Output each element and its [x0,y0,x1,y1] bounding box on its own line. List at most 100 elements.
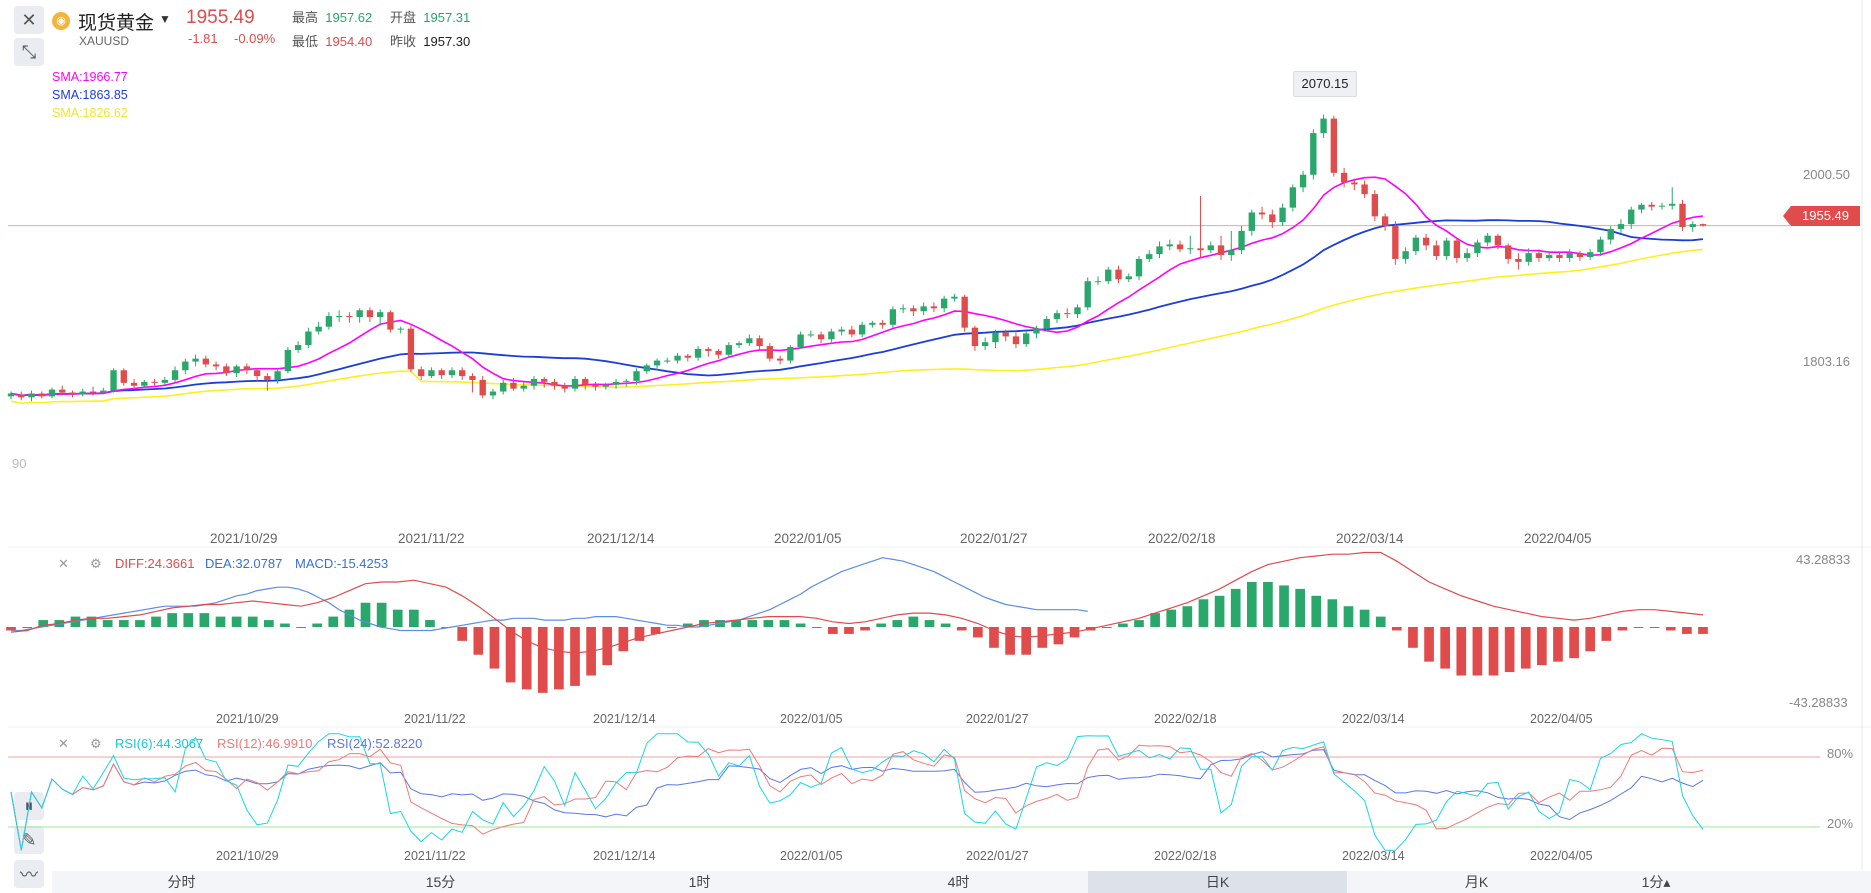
candle-body [1217,245,1225,256]
macd-bar [392,609,403,627]
chevron-down-icon[interactable]: ▼ [159,12,171,26]
candle-body [1228,250,1235,256]
tab-6[interactable]: 1分▴ [1641,874,1671,890]
rsi12-legend: RSI(12):46.9910 [217,736,313,751]
tab-0[interactable]: 分时 [167,874,196,890]
candle-body [1033,328,1040,334]
macd-bar [779,620,790,627]
candle-body [1381,216,1389,227]
candle-body [1361,184,1368,195]
collapse-icon[interactable]: ⤡ [14,38,44,66]
candle-body [428,370,435,377]
candle-body [612,381,620,385]
last-price: 1955.49 [186,7,255,28]
date-tick-label: 2022/03/14 [1336,531,1404,546]
candle-body [489,391,497,396]
macd-bar [151,616,161,627]
candle-body [858,324,866,335]
candle-body [1115,269,1122,280]
date-tick-label: 2021/12/14 [587,531,655,546]
macd-bar [38,620,49,627]
macd-bar [1166,609,1177,627]
open-value: 1957.31 [423,10,471,25]
candle-body [1628,209,1635,225]
candle-body [305,331,312,346]
macd-bar [682,623,693,627]
macd-bar [1118,623,1128,627]
candle-body [1269,214,1276,223]
candle-body [1310,133,1317,175]
macd-close-icon[interactable]: ✕ [58,556,69,571]
candle-body [1002,332,1009,337]
candle-body [633,371,640,381]
candle-body [1197,248,1204,251]
macd-bar [312,623,323,627]
candle-body [500,382,507,392]
tab-1[interactable]: 15分 [425,874,456,890]
macd-bar [747,620,758,627]
macd-bar [183,613,194,627]
macd-bar [924,620,935,627]
candle-body [1320,118,1327,134]
macd-bar [118,620,129,627]
candle-body [1023,333,1030,345]
macd-settings-icon[interactable]: ⚙ [90,556,102,571]
macd-bar [1520,627,1531,669]
candle-body [264,376,271,380]
macd-bar [1343,606,1354,627]
candle-body [387,312,394,330]
date-tick-label: 2022/02/18 [1154,849,1217,863]
symbol-name[interactable]: 现货黄金 [78,13,155,34]
rsi-settings-icon[interactable]: ⚙ [90,736,102,751]
macd-bar [1569,627,1579,659]
candle-body [418,369,425,377]
sma2-legend: SMA:1863.85 [52,88,128,102]
candle-body [202,358,210,365]
macd-bar [1053,627,1064,645]
candle-body [1474,242,1481,254]
date-tick-label: 2022/04/05 [1524,531,1592,546]
close-icon[interactable]: ✕ [14,6,44,34]
macd-bar [167,613,177,627]
tab-2[interactable]: 1时 [688,874,711,890]
candle-body [151,381,158,383]
rsi-close-icon[interactable]: ✕ [58,736,69,751]
candle-body [541,378,548,382]
macd-value-legend: MACD:-15.4253 [295,556,389,571]
macd-bar [102,620,113,627]
tab-3[interactable]: 4时 [947,874,970,890]
tab-5[interactable]: 月K [1464,874,1489,890]
candle-body [38,393,45,397]
candle-body [479,379,486,396]
indicator-icon[interactable]: 〰 [14,860,44,888]
tab-4[interactable]: 日K [1088,871,1347,893]
date-tick-label: 2022/01/27 [966,849,1029,863]
macd-bar [795,623,806,627]
date-tick-label: 2022/04/05 [1530,712,1593,726]
macd-bar [86,616,97,627]
candle-body [787,347,794,361]
candle-body [1064,313,1071,315]
candle-body [1443,240,1450,257]
candle-body [828,331,835,340]
candle-body [192,358,199,362]
candle-body [1422,237,1430,246]
candle-body [1587,252,1594,258]
candle-body [1433,245,1440,257]
macd-bar [1134,620,1144,627]
macd-bar [1682,627,1692,634]
candle-body [1699,224,1707,226]
candle-body [315,326,322,332]
macd-bar [1633,627,1644,628]
macd-bar [1182,606,1193,627]
period-tabs: 分时 15分 1时 4时 日K 月K 1分▴ [52,871,1871,893]
candle-body [1617,224,1625,229]
candle-body [735,343,743,346]
macd-bar [956,627,967,631]
candle-body [869,322,876,325]
macd-bar [634,627,645,641]
macd-bar [1375,616,1386,627]
candle-body [212,364,220,367]
macd-bar [1601,627,1612,641]
